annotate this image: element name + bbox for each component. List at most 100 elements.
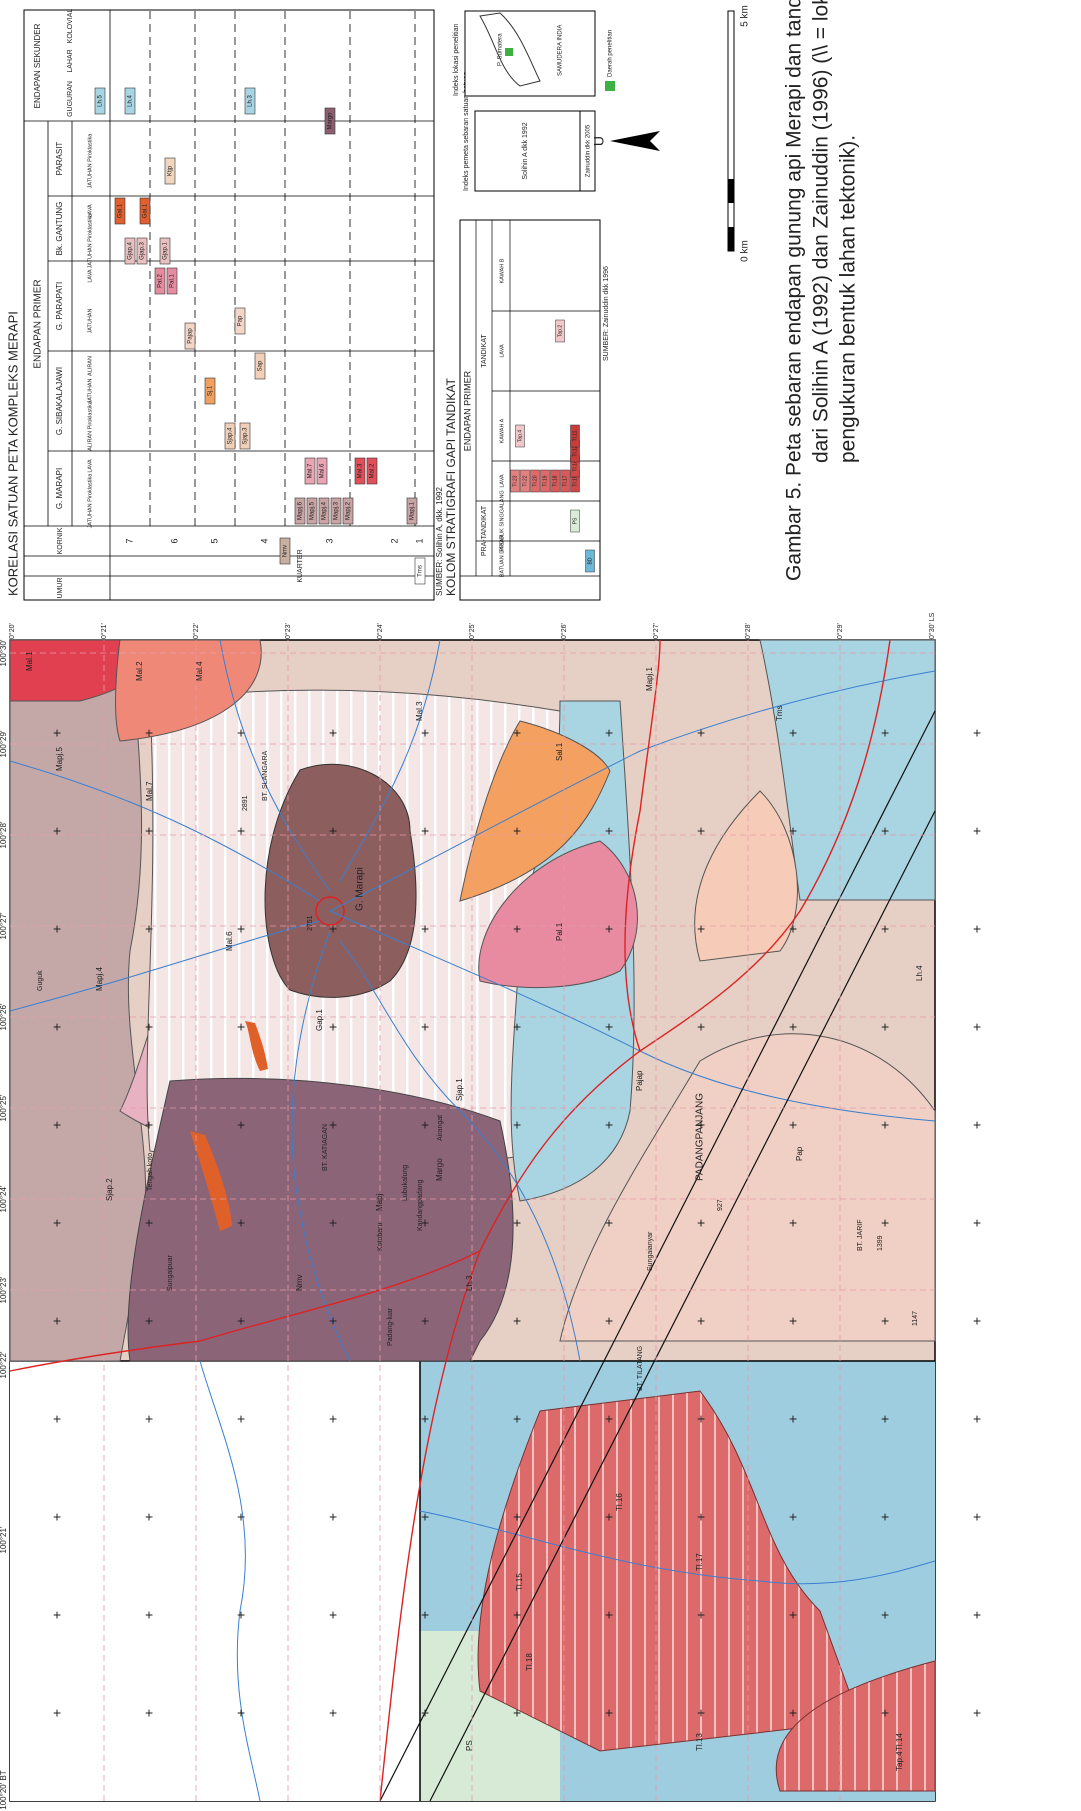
unit-label: Pap [795, 1146, 804, 1161]
longitude-label: 100°23' [0, 1276, 8, 1303]
unit-box [154, 267, 166, 295]
grid-cross: + [141, 1023, 157, 1031]
unit-box [114, 197, 126, 225]
unit-box [316, 457, 328, 485]
longitude-label: 100°22' [0, 1351, 8, 1378]
table-text: Lh.4 [128, 95, 134, 107]
unit-box [184, 322, 196, 350]
longitude-label: 100°26' [0, 1003, 8, 1030]
unit-box [366, 457, 378, 485]
unit-box [224, 422, 236, 450]
table-text: Gal.1 [143, 203, 149, 218]
table-text: ALIRAN Piroklastika [87, 400, 93, 450]
table-text: PS [572, 517, 578, 524]
grid-cross: + [49, 1415, 65, 1423]
crater [315, 896, 345, 926]
grid-cross: + [969, 1415, 985, 1423]
table-text: Gjap.3 [140, 242, 146, 260]
grid-cross: + [969, 1317, 985, 1325]
strat-source: SUMBER: Zainuddin dkk 1996 [603, 266, 610, 361]
table-text: KUARTER [297, 549, 304, 582]
grid-cross: + [49, 1611, 65, 1619]
grid-cross: + [509, 729, 525, 737]
left-panel [10, 1361, 420, 1801]
grid-cross: + [693, 1317, 709, 1325]
stratigraphic-column: KOLOM STRATIGRAFI GAPI TANDIKAT ENDAPAN … [444, 219, 610, 601]
correlation-body: UMUR KUARTER KORNIK ENDAPAN PRIMER ENDAPAN S… [24, 9, 434, 600]
grid-cross: + [785, 1317, 801, 1325]
grid-cross: + [325, 925, 341, 933]
grid-cross: + [233, 1513, 249, 1521]
grid-cross: + [509, 1709, 525, 1717]
table-text: G. MARAPI [55, 468, 64, 509]
caption-line: Gambar 5. Peta sebaran endapan gunung ap… [783, 0, 806, 581]
table-text: Tap.2 [557, 325, 563, 337]
grid-cross: + [417, 1415, 433, 1423]
grid-cross: + [509, 1415, 525, 1423]
table-text: LAHAR [67, 49, 74, 72]
grid-cross: + [49, 1513, 65, 1521]
table-text: LAVA [87, 459, 93, 473]
place-label: 1147 [912, 1311, 919, 1326]
grid-cross: + [49, 925, 65, 933]
table-text: 6 [169, 538, 179, 543]
unit-label: Mapj [375, 1193, 384, 1211]
grid-cross: + [417, 1219, 433, 1227]
latitude-label: 0°26' [560, 623, 568, 639]
unit-label: Tl.14 [895, 1733, 904, 1751]
pal-area [478, 840, 638, 989]
grid-cross: + [785, 729, 801, 737]
caption-line: dari Solihin A (1992) dan Zainuddin (199… [810, 0, 833, 463]
table-text: Lh.5 [98, 95, 104, 107]
place-label: Tengah koto [147, 1153, 154, 1191]
unit-box [159, 237, 171, 265]
grid-cross: + [877, 1317, 893, 1325]
unit-box [166, 267, 178, 295]
unit-label: Pal.1 [555, 922, 564, 941]
place-label: Guguk [37, 970, 44, 991]
grid-cross: + [49, 729, 65, 737]
sal-area [459, 720, 611, 902]
grid-cross: + [417, 1121, 433, 1129]
scale-start: 0 km [740, 240, 751, 262]
place-label: BT. TILATANG [637, 1346, 644, 1391]
grid-cross: + [49, 1317, 65, 1325]
grid-cross: + [877, 1611, 893, 1619]
place-label: Kotobaru [377, 1222, 384, 1251]
table-text: 3 [324, 538, 334, 543]
table-text: LAVA [87, 204, 93, 218]
tandikat-lava [775, 1660, 936, 1792]
grid-cross: + [141, 1219, 157, 1227]
grid-cross: + [785, 827, 801, 835]
unit-label: Tl.15 [515, 1573, 524, 1591]
place-label: 1399 [877, 1235, 884, 1251]
grid-cross: + [141, 1513, 157, 1521]
grid-cross: + [141, 729, 157, 737]
grid-cross: + [141, 1709, 157, 1717]
grid-cross: + [693, 1219, 709, 1227]
longitude-label: 100°21' [0, 1526, 8, 1553]
grid-cross: + [601, 1415, 617, 1423]
lineament-lines [379, 710, 936, 1802]
ocean-label: SAMUDERA INDIA [558, 25, 564, 76]
grid-cross: + [509, 1611, 525, 1619]
grid-cross: + [785, 1023, 801, 1031]
unit-box [279, 537, 291, 565]
table-text: Gjap.1 [163, 242, 169, 260]
table-text: Tl.15 [572, 475, 578, 486]
legend-swatch [605, 81, 615, 91]
table-text: Mapj.5 [310, 501, 316, 520]
unit-box [550, 469, 560, 493]
unit-label: Lh.3 [465, 1275, 474, 1291]
grid-cross: + [785, 1513, 801, 1521]
location-title: Indeks lokasi penelitian [453, 24, 460, 96]
place-label: Lubukalung [402, 1165, 409, 1201]
table-text: Mapj.2 [346, 501, 352, 520]
unit-label: Sjap.2 [105, 1178, 114, 1201]
sjap-area [694, 790, 798, 962]
unit-box [139, 197, 151, 225]
table-text: KOLOVIAL [67, 9, 74, 44]
table-text: Mapj.1 [410, 501, 416, 520]
caption: Gambar 5. Peta sebaran endapan gunung ap… [783, 0, 860, 581]
